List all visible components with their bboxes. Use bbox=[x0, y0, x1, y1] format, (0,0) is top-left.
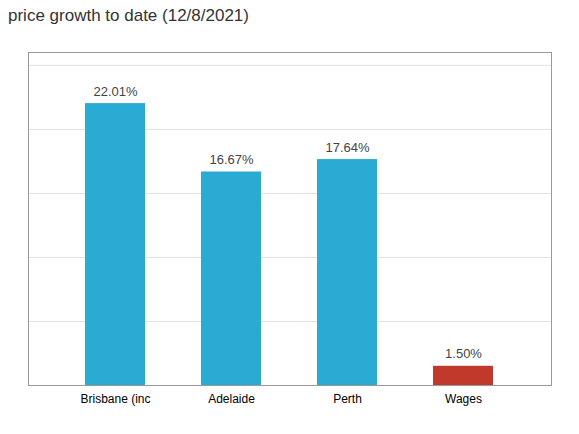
svg-text:Brisbane (inc: Brisbane (inc bbox=[80, 392, 150, 406]
svg-text:22.01%: 22.01% bbox=[93, 84, 138, 99]
svg-text:17.64%: 17.64% bbox=[325, 140, 370, 155]
svg-text:1.50%: 1.50% bbox=[445, 346, 482, 361]
svg-text:16.67%: 16.67% bbox=[209, 152, 254, 167]
svg-text:Perth: Perth bbox=[333, 392, 362, 406]
html-text:price growth to date (12/8/202: price growth to date (12/8/2021) bbox=[8, 6, 249, 25]
svg-text:Wages: Wages bbox=[445, 392, 482, 406]
svg-text:Adelaide: Adelaide bbox=[208, 392, 255, 406]
